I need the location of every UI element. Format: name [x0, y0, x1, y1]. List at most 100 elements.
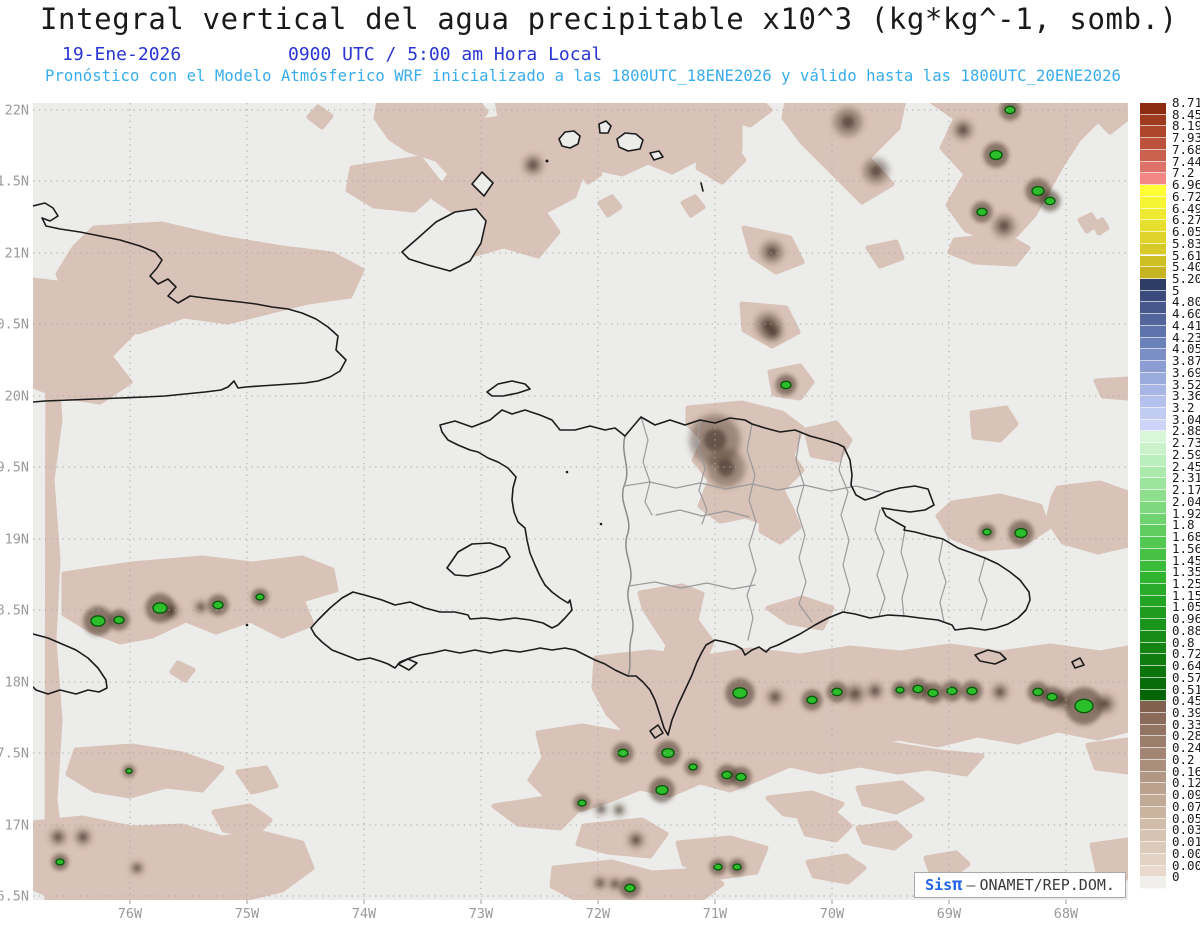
high-value-cell — [655, 784, 669, 796]
colorbar-cell — [1140, 208, 1166, 221]
colorbar-level-label: 4.232 — [1172, 329, 1200, 345]
moisture-maximum-core — [528, 160, 538, 170]
colorbar-level-label: 0.648 — [1172, 657, 1200, 673]
islet-dot — [565, 470, 569, 474]
moisture-patch — [855, 820, 913, 851]
colorbar-level-label: 6.05 — [1172, 223, 1200, 239]
high-value-cell — [806, 695, 818, 705]
high-value-cell — [982, 528, 992, 536]
moisture-patch — [923, 850, 971, 879]
high-value-cell — [989, 149, 1003, 161]
high-value-cell — [713, 863, 723, 871]
island-grand-turk — [700, 182, 704, 192]
colorbar-cell — [1140, 595, 1166, 608]
colorbar-level-label: 0.242 — [1172, 739, 1200, 755]
colorbar-level-label: 0.072 — [1172, 798, 1200, 814]
island-tortuga — [486, 380, 531, 397]
latitude-label: 22N — [5, 103, 29, 119]
colorbar-cell — [1140, 619, 1166, 631]
moisture-patch — [1085, 737, 1128, 775]
colorbar-cell — [1140, 337, 1166, 350]
colorbar-level-label: 6.962 — [1172, 176, 1200, 192]
high-value-cell — [688, 763, 698, 771]
longitude-label: 69W — [937, 906, 962, 922]
high-value-cell — [1031, 185, 1045, 197]
island-mona — [1071, 657, 1085, 669]
colorbar-cell — [1140, 267, 1166, 279]
colorbar-cell — [1140, 185, 1166, 197]
moisture-patch — [235, 765, 279, 795]
high-value-cell — [255, 593, 265, 601]
colorbar-level-label: 2.592 — [1172, 446, 1200, 462]
colorbar-level-label: 2.888 — [1172, 423, 1200, 439]
moisture-patch — [33, 277, 139, 405]
colorbar-cell — [1140, 560, 1166, 573]
colorbar-cell — [1140, 149, 1166, 162]
colorbar-level-label: 1.568 — [1172, 540, 1200, 556]
colorbar-level-label: 4.802 — [1172, 294, 1200, 310]
colorbar-level-label: 3.872 — [1172, 352, 1200, 368]
colorbar-cell — [1140, 677, 1166, 690]
colorbar-level-label: 0.002 — [1172, 857, 1200, 873]
moisture-patch — [65, 743, 225, 799]
colorbar-level-label: 6.498 — [1172, 200, 1200, 216]
colorbar-level-label: 2.312 — [1172, 470, 1200, 486]
colorbar-level-label: 8.712 — [1172, 94, 1200, 110]
colorbar-level-label: 7.938 — [1172, 129, 1200, 145]
colorbar-level-label: 4.418 — [1172, 317, 1200, 333]
moisture-patch — [680, 194, 706, 218]
colorbar-cell — [1140, 372, 1166, 385]
colorbar-level-label: 5 — [1172, 282, 1180, 298]
high-value-cell — [212, 600, 224, 610]
high-value-cell — [732, 687, 748, 699]
moisture-maximum-core — [54, 833, 62, 841]
colorbar-cell — [1140, 126, 1166, 139]
colorbar-level-label: 7.442 — [1172, 153, 1200, 169]
coastline-layer — [33, 120, 1085, 739]
colorbar-cell — [1140, 607, 1166, 620]
colorbar-level-label: 0.288 — [1172, 728, 1200, 744]
high-value-cell — [624, 883, 636, 893]
colorbar-cell — [1140, 114, 1166, 127]
colorbar-cell — [1140, 795, 1166, 807]
colorbar-cell — [1140, 853, 1166, 866]
colorbar-cell — [1140, 724, 1166, 737]
latitude-label: 9.5N — [0, 460, 29, 476]
colorbar-cell — [1140, 349, 1166, 362]
colorbar-level-label: 8.192 — [1172, 118, 1200, 134]
moisture-patch — [575, 817, 669, 859]
colorbar-cell — [1140, 490, 1166, 502]
forecast-date: 19-Ene-2026 — [62, 44, 182, 65]
colorbar-cell — [1140, 537, 1166, 549]
colorbar-cell — [1140, 103, 1166, 115]
axis-labels-layer: 22N 1.5N 21N 0.5N 20N 9.5N 19N 8.5N 18N 7.5N 17N 6.… — [0, 103, 1079, 923]
moisture-maximum-core — [198, 604, 204, 610]
colorbar-level-label: 0.032 — [1172, 822, 1200, 838]
moisture-maximum-core — [871, 687, 879, 695]
province-borders — [621, 416, 988, 677]
colorbar-level-label: 7.688 — [1172, 141, 1200, 157]
moisture-patch — [1045, 480, 1128, 555]
high-value-cell — [721, 770, 733, 780]
island-little-inagua — [471, 171, 494, 197]
colorbar-level-label: 1.922 — [1172, 505, 1200, 521]
moisture-patch — [345, 155, 445, 213]
colorbar-level-label: 3.042 — [1172, 411, 1200, 427]
colorbar-level-label: 8.45 — [1172, 106, 1200, 122]
colorbar-level-label: 4.608 — [1172, 305, 1200, 321]
colorbar-cell — [1140, 454, 1166, 467]
colorbar-level-label: 2.178 — [1172, 481, 1200, 497]
moisture-patch — [61, 555, 339, 645]
island-caicos-west — [558, 130, 581, 149]
high-value-cell — [732, 863, 742, 871]
colorbar-cell — [1140, 325, 1166, 338]
moisture-patch — [1091, 217, 1110, 236]
colorbar-level-label: 1.458 — [1172, 552, 1200, 568]
high-value-cell — [1032, 687, 1044, 697]
colorbar-cell — [1140, 196, 1166, 209]
colorbar-cell — [1140, 302, 1166, 315]
brand-sispi: Sis — [925, 876, 953, 894]
island-gonave — [446, 542, 511, 577]
moisture-maximum-core — [767, 247, 777, 257]
